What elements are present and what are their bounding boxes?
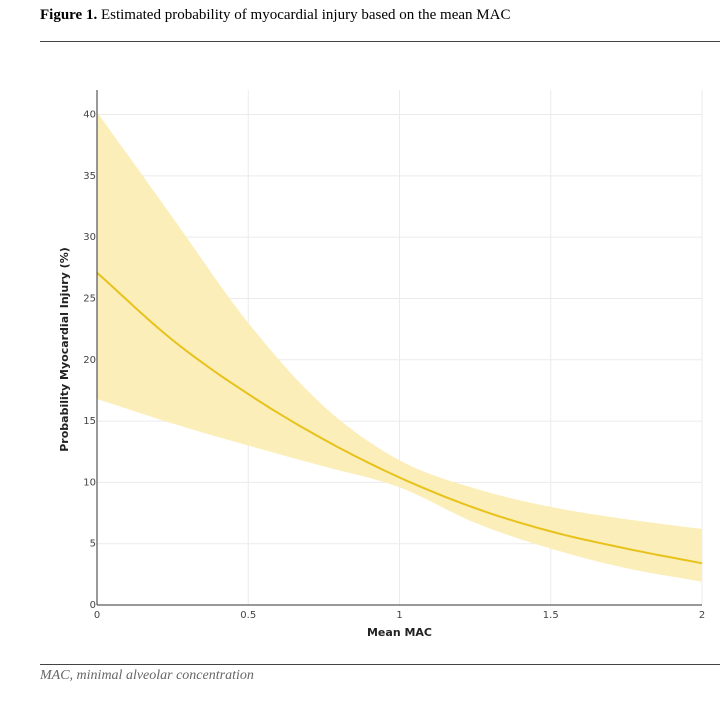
y-tick-labels: 0 5 10 15 20 25 30 35 40 — [83, 110, 96, 611]
y-tick-label: 35 — [83, 171, 96, 182]
x-axis-title: Mean MAC — [367, 626, 432, 639]
top-rule — [40, 41, 720, 42]
x-tick-label: 2 — [699, 610, 705, 621]
figure-caption: Figure 1. Estimated probability of myoca… — [40, 7, 510, 24]
y-tick-label: 20 — [83, 355, 96, 366]
footnote: MAC, minimal alveolar concentration — [40, 668, 254, 683]
x-tick-labels: 0 0.5 1 1.5 2 — [94, 610, 705, 621]
bottom-rule — [40, 664, 720, 665]
x-tick-label: 0 — [94, 610, 100, 621]
series-line — [96, 271, 703, 565]
y-tick-label: 25 — [83, 293, 96, 304]
y-tick-label: 15 — [83, 416, 96, 427]
y-tick-label: 40 — [83, 110, 96, 121]
y-tick-label: 10 — [83, 477, 96, 488]
figure-caption-text: Estimated probability of myocardial inju… — [97, 7, 511, 23]
y-tick-label: 5 — [90, 539, 96, 550]
y-axis-title: Probability Myocardial Injury (%) — [58, 247, 71, 452]
chart: 0 5 10 15 20 25 30 35 40 0 0.5 1 1.5 2 Mean MAC Prob… — [58, 90, 705, 639]
x-tick-label: 1 — [396, 610, 402, 621]
confidence-band — [97, 112, 702, 582]
x-tick-label: 1.5 — [543, 610, 559, 621]
figure-label: Figure 1. — [40, 7, 98, 23]
x-tick-label: 0.5 — [240, 610, 256, 621]
y-tick-label: 0 — [90, 600, 96, 611]
y-tick-label: 30 — [83, 232, 96, 243]
